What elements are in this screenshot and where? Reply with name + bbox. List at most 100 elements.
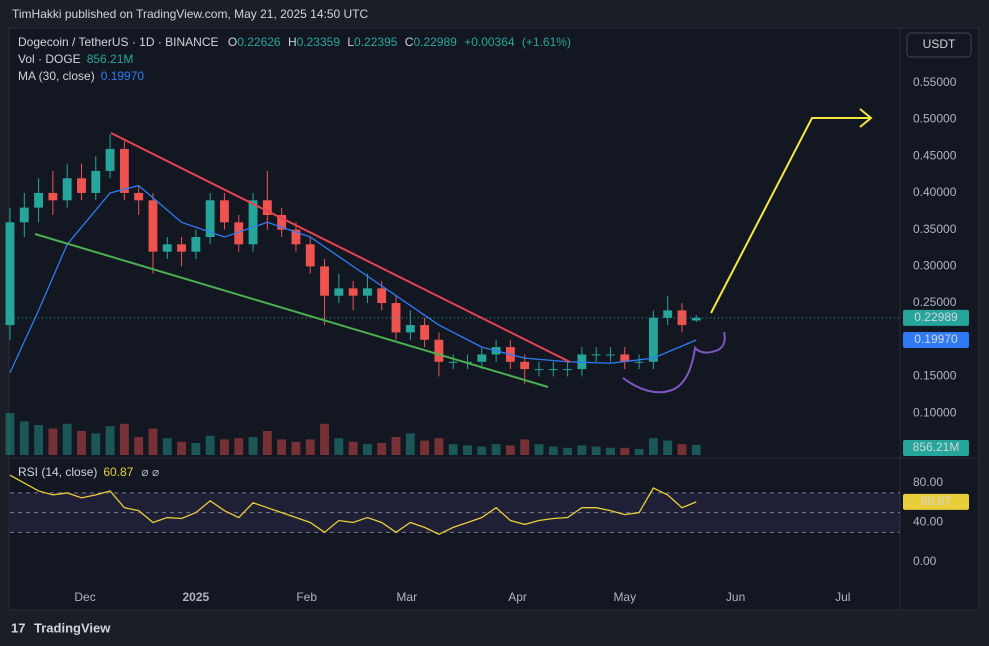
volume-bar [405, 433, 415, 455]
y-tick-label: 0.50000 [913, 112, 957, 126]
volume-bar [448, 444, 458, 455]
candle-body [5, 222, 15, 326]
candle-body [262, 200, 272, 215]
y-tick-label: 0.25000 [913, 295, 957, 309]
high-value: 0.23359 [297, 35, 341, 49]
ma-value: 0.19970 [101, 69, 145, 83]
cup-handle-sketch [622, 331, 726, 394]
volume-bar [634, 449, 644, 455]
candle-body [405, 325, 415, 333]
volume-bar [77, 431, 86, 455]
volume-bar [262, 431, 272, 455]
ma-line [9, 184, 697, 374]
volume-bar [391, 437, 401, 455]
candle-body [362, 288, 372, 296]
volume-bar [491, 444, 501, 455]
ohlc-label: L [347, 35, 354, 49]
rsi-name: RSI (14, close) [18, 465, 97, 479]
candle-body [606, 354, 615, 356]
volume-bar [134, 437, 144, 455]
x-tick-label: Mar [396, 590, 417, 604]
candle-body [663, 310, 673, 318]
change: +0.00364 [464, 35, 515, 49]
volume-bar [334, 438, 344, 455]
y-tick-label: 0.15000 [913, 369, 957, 383]
candle-body [420, 325, 430, 340]
candle-body [62, 178, 72, 201]
volume-bar [48, 428, 58, 455]
volume-bar [348, 441, 358, 455]
volume-bar [105, 426, 115, 455]
rsi-tick-label: 0.00 [913, 554, 937, 568]
volume-bar [463, 445, 472, 455]
volume-bar [305, 439, 315, 455]
candle-body [548, 369, 558, 371]
candle-body [34, 192, 44, 208]
symbol-title: Dogecoin / TetherUS · 1D · BINANCE [18, 35, 219, 49]
x-tick-label: Jul [835, 590, 850, 604]
rsi-line [9, 474, 697, 536]
candle-body [148, 200, 158, 252]
volume-bar [362, 444, 372, 455]
x-tick-label: 2025 [183, 590, 210, 604]
volume-value: 856.21M [87, 52, 134, 66]
resistance-trendline [110, 132, 571, 363]
volume-bar [119, 423, 129, 455]
volume-bar [277, 439, 287, 455]
candle-body [91, 170, 101, 193]
ohlc-label: H [288, 35, 297, 49]
volume-bar [91, 433, 101, 455]
candle-body [177, 244, 186, 252]
ma-legend: MA (30, close) 0.19970 [18, 69, 144, 83]
low-value: 0.22395 [354, 35, 398, 49]
candle-body [634, 361, 644, 363]
candle-body [691, 317, 701, 321]
volume-bar [591, 446, 601, 455]
volume-bar [477, 446, 487, 455]
ma-label: 0.19970 [914, 332, 958, 346]
volume-bar [548, 446, 558, 455]
volume-label: 856.21M [913, 440, 960, 454]
volume-bar [34, 425, 44, 455]
ohlc-label: C [405, 35, 414, 49]
brand-logo: 17 [11, 620, 25, 635]
volume-bar [191, 443, 201, 455]
candle-body [677, 310, 687, 326]
rsi-label-box [903, 493, 969, 510]
volume-bar [205, 435, 215, 455]
brand: TradingView [34, 620, 111, 635]
candle-body [620, 354, 630, 362]
candle-body [105, 148, 115, 171]
rsi-label: 60.87 [921, 494, 951, 508]
volume-bar [606, 447, 615, 455]
x-tick-label: May [613, 590, 636, 604]
volume-bar [434, 438, 444, 455]
candle-body [648, 317, 658, 362]
rsi-legend: RSI (14, close) 60.87 ⌀ ⌀ [18, 465, 159, 479]
candle-body [191, 236, 201, 252]
ma-name: MA (30, close) [18, 69, 95, 83]
rsi-value: 60.87 [103, 465, 133, 479]
x-tick-label: Feb [296, 590, 317, 604]
support-trendline [34, 233, 549, 388]
candle-body [77, 178, 86, 193]
candle-body [19, 207, 29, 223]
volume-bar [377, 443, 387, 455]
candle-body [534, 369, 544, 371]
ohlc-label: O [228, 35, 237, 49]
candle-body [320, 266, 329, 296]
volume-bar [420, 440, 430, 455]
candle-body [248, 200, 258, 245]
ma-label-box [903, 331, 969, 348]
published-note: TimHakki published on TradingView.com, M… [12, 7, 369, 21]
volume-bar [148, 428, 158, 455]
y-tick-label: 0.45000 [913, 148, 957, 162]
volume-bar [5, 413, 15, 455]
currency-button[interactable] [906, 32, 972, 58]
currency[interactable]: USDT [923, 37, 956, 51]
volume-bar [320, 423, 329, 455]
volume-bar [505, 445, 515, 455]
volume-bar [648, 438, 658, 455]
volume-bar [234, 438, 244, 455]
candle-body [119, 148, 129, 193]
